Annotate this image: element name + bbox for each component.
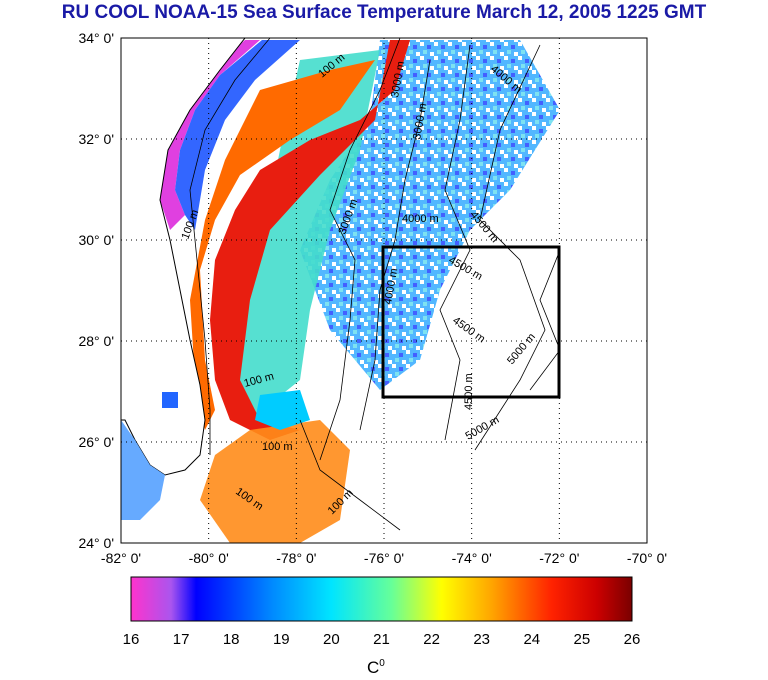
colorbar-tick-label: 26 — [623, 631, 641, 648]
colorbar-tick-label: 23 — [473, 631, 491, 648]
colorbar-tick-label: 24 — [523, 631, 541, 648]
longitude-label: -76° 0' — [364, 550, 404, 566]
latitude-label: 26° 0' — [78, 434, 114, 450]
colorbar-unit-text: C — [367, 658, 380, 677]
lake-okeechobee — [162, 392, 178, 408]
gulf-stream-warm-core — [210, 40, 410, 440]
longitude-label: -80° 0' — [189, 550, 229, 566]
colorbar-tick-label: 21 — [373, 631, 390, 648]
latitude-label: 24° 0' — [78, 535, 114, 551]
graticule — [121, 38, 647, 543]
contour-label: 4500 m — [463, 373, 475, 410]
colorbar-tick-label: 25 — [573, 631, 591, 648]
longitude-label: -70° 0' — [627, 550, 667, 566]
study-region-box — [381, 245, 561, 399]
bahamas-cyan-patch — [255, 390, 310, 430]
colorbar-tick-label: 19 — [272, 631, 290, 648]
colorbar-tick-label: 18 — [222, 631, 240, 648]
colorbar-tick-label: 16 — [122, 631, 140, 648]
longitude-labels: -82° 0' -80° 0' -78° 0' -76° 0' -74° 0' -72° … — [101, 550, 667, 566]
latitude-label: 28° 0' — [78, 333, 114, 349]
gulf-coast-blue — [121, 420, 165, 520]
colorbar-tick-label: 17 — [172, 631, 190, 648]
latitude-labels: 34° 0' 32° 0' 30° 0' 28° 0' 26° 0' 24° 0' — [78, 30, 114, 551]
longitude-label: -72° 0' — [539, 550, 579, 566]
colorbar-gradient — [130, 576, 633, 622]
colorbar-tick-label: 22 — [423, 631, 440, 648]
longitude-label: -82° 0' — [101, 550, 141, 566]
colorbar-tick-label: 20 — [323, 631, 340, 648]
contour-label: 100 m — [262, 441, 293, 453]
longitude-label: -74° 0' — [452, 550, 492, 566]
map-title: RU COOL NOAA-15 Sea Surface Temperature … — [61, 2, 707, 23]
contour-label: 4000 m — [402, 213, 439, 225]
latitude-label: 34° 0' — [78, 30, 114, 46]
colorbar-unit-sup: 0 — [379, 658, 385, 669]
gulf-stream-edge — [190, 60, 375, 430]
latitude-label: 32° 0' — [78, 131, 114, 147]
colorbar-unit: C0 — [367, 658, 385, 678]
coastal-blue-strip — [175, 40, 300, 230]
latitude-label: 30° 0' — [78, 232, 114, 248]
longitude-label: -78° 0' — [276, 550, 316, 566]
